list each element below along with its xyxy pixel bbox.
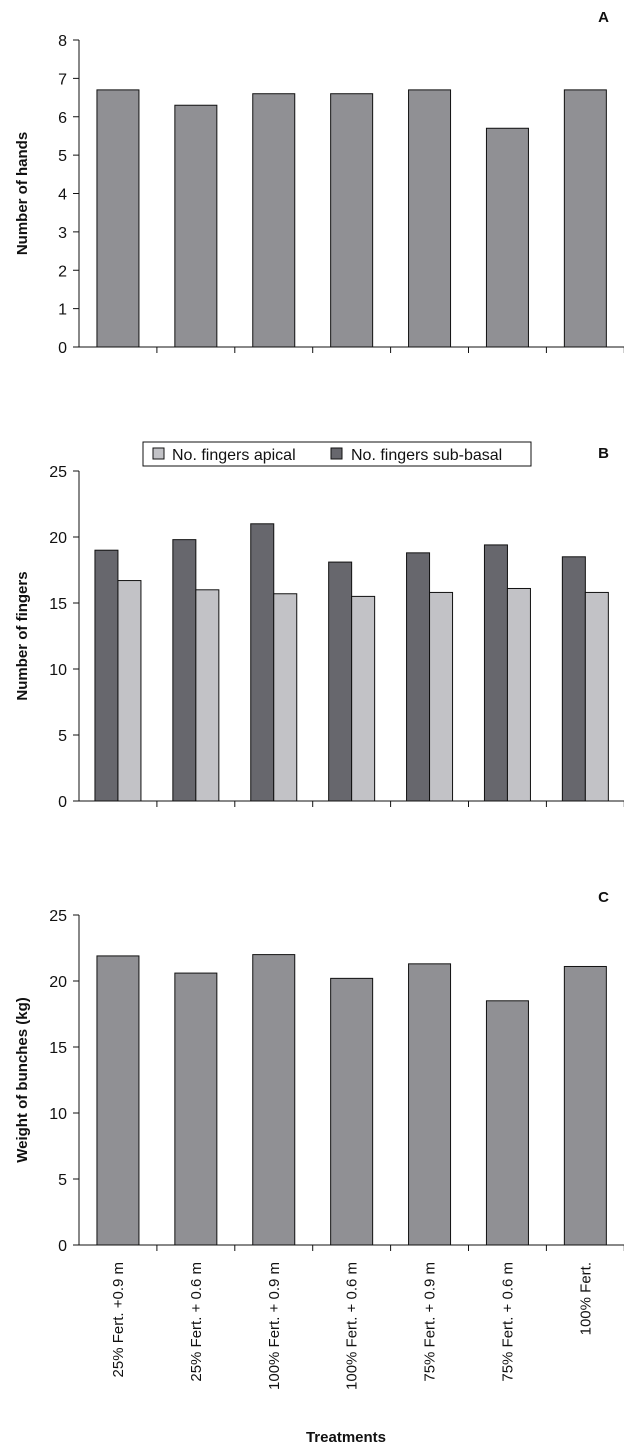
legend-label: No. fingers apical <box>172 447 296 464</box>
y-tick-label: 0 <box>58 1238 67 1255</box>
y-tick-label: 4 <box>58 187 67 204</box>
bar <box>485 1000 529 1246</box>
bar-sub-basal <box>483 544 508 802</box>
bar <box>252 93 296 348</box>
bar-apical <box>195 589 220 802</box>
panel-a-chart: 0 1 2 3 4 5 6 7 8 Number of hands A <box>14 9 624 357</box>
y-tick-label: 15 <box>49 596 67 613</box>
y-tick-label: 3 <box>58 225 67 242</box>
bar <box>485 127 529 348</box>
bar <box>408 89 452 348</box>
y-tick-label: 20 <box>49 530 67 547</box>
x-category-labels: 25% Fert. +0.9 m 25% Fert. + 0.6 m 100% Fe… <box>110 1262 594 1390</box>
bar <box>408 963 452 1246</box>
bar <box>96 89 140 348</box>
bar-apical <box>117 580 142 802</box>
x-category-label: 25% Fert. + 0.6 m <box>188 1262 205 1382</box>
x-category-label: 75% Fert. + 0.9 m <box>422 1262 439 1382</box>
legend: No. fingers apical No. fingers sub-basal <box>142 441 532 467</box>
y-tick-label: 8 <box>58 33 67 50</box>
bar-sub-basal <box>561 556 586 802</box>
bar-apical <box>584 591 609 802</box>
x-axis-title: Treatments <box>306 1429 386 1446</box>
legend-swatch <box>330 447 343 460</box>
y-tick-label: 1 <box>58 302 67 319</box>
bar <box>96 955 140 1246</box>
bar <box>563 965 607 1246</box>
bar-sub-basal <box>406 552 431 802</box>
x-category-label: 25% Fert. +0.9 m <box>110 1262 127 1377</box>
panel-c-chart: 0 5 10 15 20 25 Weight of bunches (kg) C <box>14 889 624 1255</box>
y-tick-label: 5 <box>58 728 67 745</box>
legend-swatch <box>152 447 165 460</box>
legend-label: No. fingers sub-basal <box>351 447 502 464</box>
panel-b-chart: 0 5 10 15 20 25 Number of fingers B No. fingers … <box>14 441 624 811</box>
y-tick-label: 7 <box>58 71 67 88</box>
bar-sub-basal <box>328 561 353 802</box>
x-category-label: 100% Fert. + 0.9 m <box>266 1262 283 1390</box>
y-axis-label: Number of hands <box>14 132 31 255</box>
bar <box>252 954 296 1246</box>
bar-apical <box>273 593 298 802</box>
y-tick-label: 25 <box>49 908 67 925</box>
bar-apical <box>506 587 531 802</box>
bar <box>330 977 374 1246</box>
y-tick-label: 2 <box>58 263 67 280</box>
y-tick-label: 0 <box>58 794 67 811</box>
bar-apical <box>429 591 454 802</box>
y-tick-label: 5 <box>58 148 67 165</box>
panel-label: A <box>598 9 609 26</box>
bar <box>174 972 218 1246</box>
panel-label: B <box>598 445 609 462</box>
y-tick-label: 20 <box>49 974 67 991</box>
x-category-label: 100% Fert. + 0.6 m <box>344 1262 361 1390</box>
bar <box>563 89 607 348</box>
x-category-label: 100% Fert. <box>577 1262 594 1335</box>
y-tick-label: 15 <box>49 1040 67 1057</box>
y-tick-label: 5 <box>58 1172 67 1189</box>
bar-sub-basal <box>250 523 275 802</box>
bar <box>330 93 374 348</box>
panel-label: C <box>598 889 609 906</box>
bar <box>174 104 218 348</box>
bar-sub-basal <box>172 539 197 802</box>
x-category-label: 75% Fert. + 0.6 m <box>499 1262 516 1382</box>
y-axis-label: Number of fingers <box>14 571 31 700</box>
y-tick-label: 10 <box>49 1106 67 1123</box>
bar-apical <box>351 595 376 802</box>
y-tick-label: 6 <box>58 110 67 127</box>
y-tick-label: 10 <box>49 662 67 679</box>
y-axis-label: Weight of bunches (kg) <box>14 997 31 1163</box>
bar-sub-basal <box>94 549 119 802</box>
y-tick-label: 0 <box>58 340 67 357</box>
y-tick-label: 25 <box>49 464 67 481</box>
